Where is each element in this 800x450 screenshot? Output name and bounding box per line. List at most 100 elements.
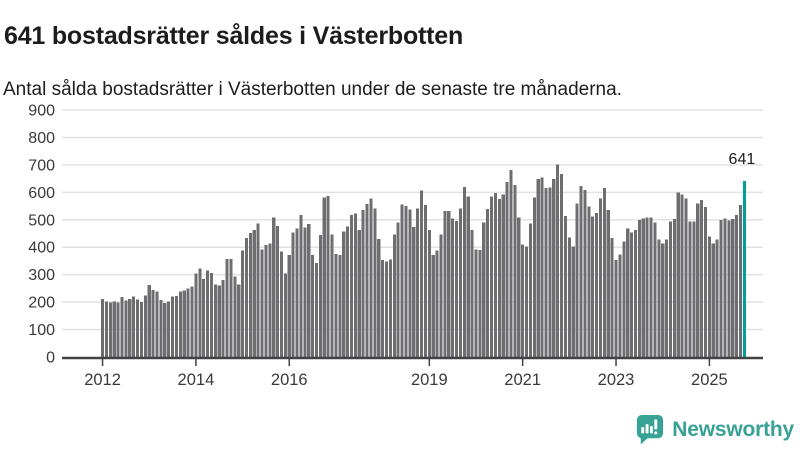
bar	[645, 217, 649, 357]
bar	[330, 234, 334, 357]
bar	[307, 224, 311, 357]
bar	[486, 208, 490, 357]
bar	[419, 190, 424, 357]
bar	[493, 193, 497, 357]
bar	[478, 249, 482, 357]
bar	[412, 226, 416, 357]
bar	[346, 226, 350, 357]
bar	[517, 217, 521, 357]
bar	[314, 263, 319, 357]
bar	[252, 229, 256, 357]
bar	[618, 254, 622, 357]
bar	[528, 223, 532, 357]
bar	[692, 221, 696, 357]
bar	[540, 177, 544, 357]
bar	[571, 246, 575, 357]
bar	[392, 234, 396, 357]
bar	[703, 207, 708, 357]
bar	[299, 214, 303, 357]
bar	[268, 243, 272, 357]
brand-name: Newsworthy	[672, 417, 794, 441]
bar	[451, 218, 455, 357]
bar	[171, 296, 175, 357]
bar	[404, 206, 408, 357]
bar	[563, 215, 568, 357]
bar	[237, 284, 241, 357]
y-axis-tick-label: 300	[28, 267, 55, 284]
bar	[458, 208, 462, 357]
bar	[525, 246, 529, 357]
bar	[396, 222, 400, 357]
bar	[454, 220, 459, 357]
bar	[318, 234, 322, 357]
bar	[139, 302, 143, 357]
bar	[287, 254, 291, 357]
bar	[676, 192, 680, 357]
bar	[532, 197, 536, 357]
y-axis-tick-label: 800	[28, 130, 55, 147]
bar	[521, 244, 525, 357]
bar	[505, 182, 509, 357]
bar	[657, 239, 661, 357]
bar	[470, 229, 474, 357]
bar	[381, 259, 385, 357]
last-value-annotation: 641	[729, 151, 756, 168]
bar	[606, 209, 610, 357]
bar	[735, 214, 739, 357]
y-axis-tick-label: 700	[28, 157, 55, 174]
bar	[248, 233, 252, 357]
bar	[349, 214, 354, 357]
bar	[353, 213, 357, 357]
bar	[637, 219, 641, 357]
bar	[182, 290, 186, 357]
bar	[303, 227, 307, 357]
bar	[373, 208, 377, 357]
brand-footer: Newsworthy	[634, 414, 794, 445]
bar	[688, 221, 692, 357]
bar	[388, 259, 392, 357]
bar	[101, 299, 105, 357]
bar	[614, 259, 618, 357]
x-axis-tick-label: 2014	[178, 371, 215, 389]
bar	[665, 239, 669, 357]
bar	[361, 209, 365, 357]
bar	[225, 259, 229, 357]
bar	[598, 198, 603, 357]
bar	[190, 286, 194, 357]
bar	[112, 301, 116, 357]
bar	[104, 301, 108, 357]
y-axis-tick-label: 200	[28, 295, 55, 312]
bar	[322, 197, 326, 357]
bar	[653, 222, 657, 357]
bar	[213, 284, 217, 357]
bar	[723, 218, 727, 357]
bar	[120, 297, 124, 357]
bar	[641, 218, 645, 357]
bar	[408, 209, 412, 357]
bar	[416, 208, 420, 357]
bar	[151, 290, 155, 357]
bar	[400, 204, 404, 357]
bar	[513, 184, 517, 357]
bar	[194, 273, 198, 357]
bar	[202, 279, 206, 357]
y-axis-tick-label: 500	[28, 212, 55, 229]
bar	[244, 238, 249, 357]
bar	[272, 217, 276, 357]
bar	[587, 206, 591, 357]
bar	[490, 196, 494, 357]
bar	[427, 229, 431, 357]
bar	[567, 237, 571, 357]
bar	[357, 229, 361, 357]
bar	[338, 255, 342, 357]
bar	[595, 213, 599, 357]
bar	[124, 300, 128, 357]
bar	[260, 249, 264, 357]
bar	[143, 295, 147, 357]
bar	[731, 219, 735, 357]
x-axis-tick-label: 2016	[271, 371, 308, 389]
bar	[680, 194, 684, 357]
bar-chart: 0 100 200 300 400 500 600 700 800 900 2012 2014 2016…	[28, 103, 763, 389]
page-title: 641 bostadsrätter såldes i Västerbotten	[4, 21, 464, 50]
bar	[552, 178, 556, 357]
